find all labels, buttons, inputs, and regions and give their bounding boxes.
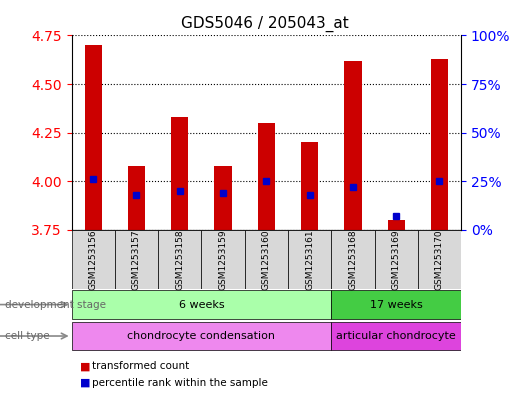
Text: GSM1253169: GSM1253169 — [392, 229, 401, 290]
Text: chondrocyte condensation: chondrocyte condensation — [127, 331, 276, 341]
Bar — [331, 290, 461, 319]
Bar — [301, 142, 318, 230]
Text: ■: ■ — [80, 378, 90, 388]
Bar — [171, 117, 189, 230]
Bar — [72, 230, 115, 289]
Bar — [201, 230, 245, 289]
Bar — [331, 230, 375, 289]
Bar — [344, 61, 361, 230]
Text: transformed count: transformed count — [92, 361, 189, 371]
Bar — [431, 59, 448, 230]
Text: cell type: cell type — [5, 331, 50, 341]
Text: articular chondrocyte: articular chondrocyte — [337, 331, 456, 341]
Bar — [158, 230, 201, 289]
Text: 17 weeks: 17 weeks — [370, 299, 422, 310]
Text: GSM1253156: GSM1253156 — [89, 229, 98, 290]
Text: GSM1253157: GSM1253157 — [132, 229, 141, 290]
Bar — [418, 230, 461, 289]
Text: GSM1253158: GSM1253158 — [175, 229, 184, 290]
Bar — [115, 230, 158, 289]
Text: GSM1253159: GSM1253159 — [218, 229, 227, 290]
Bar — [375, 230, 418, 289]
Bar — [288, 230, 331, 289]
Text: GSM1253160: GSM1253160 — [262, 229, 271, 290]
Bar — [128, 166, 145, 230]
Bar — [72, 290, 331, 319]
Bar — [85, 45, 102, 230]
Text: development stage: development stage — [5, 299, 107, 310]
Text: GSM1253161: GSM1253161 — [305, 229, 314, 290]
Bar — [214, 166, 232, 230]
Text: ■: ■ — [80, 361, 90, 371]
Text: percentile rank within the sample: percentile rank within the sample — [92, 378, 268, 388]
Text: GSM1253168: GSM1253168 — [348, 229, 357, 290]
Bar — [72, 322, 331, 350]
Bar — [331, 322, 461, 350]
Text: 6 weeks: 6 weeks — [179, 299, 224, 310]
Bar — [387, 220, 405, 230]
Bar — [258, 123, 275, 230]
Bar — [245, 230, 288, 289]
Text: GSM1253170: GSM1253170 — [435, 229, 444, 290]
Text: GDS5046 / 205043_at: GDS5046 / 205043_at — [181, 16, 349, 32]
